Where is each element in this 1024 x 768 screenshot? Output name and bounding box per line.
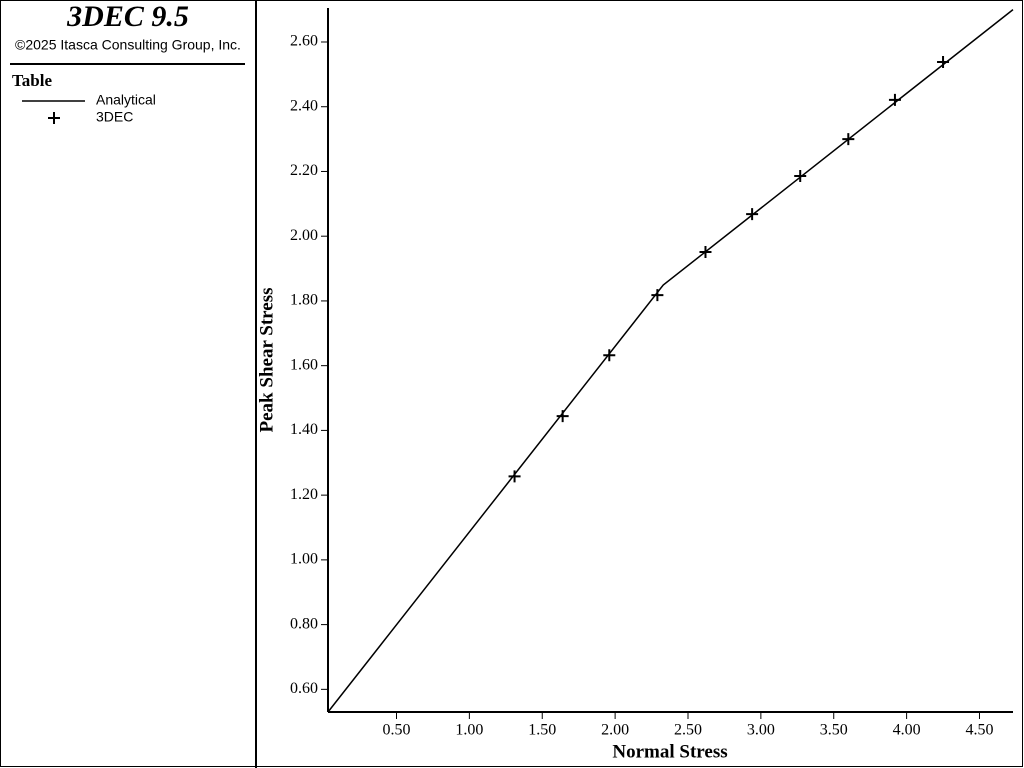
y-tick-label: 0.60 (290, 680, 318, 697)
x-tick-label: 3.00 (747, 722, 775, 739)
line-series (327, 9, 1014, 713)
app-title: 3DEC 9.5 (66, 0, 189, 33)
y-tick-label: 1.80 (290, 292, 318, 309)
marker (651, 289, 664, 302)
y-tick-label: 2.00 (290, 227, 318, 244)
legend-label: 3DEC (96, 109, 133, 125)
x-tick-label: 3.50 (820, 722, 848, 739)
marker (842, 133, 855, 146)
y-tick-label: 1.20 (290, 486, 318, 503)
marker (508, 470, 521, 483)
legend-title: Table (12, 71, 52, 90)
y-tick-label: 1.60 (290, 356, 318, 373)
y-tick-label: 1.40 (290, 421, 318, 438)
marker (603, 349, 616, 362)
y-tick-label: 2.60 (290, 33, 318, 50)
y-axis-label: Peak Shear Stress (256, 288, 277, 433)
marker (556, 410, 569, 423)
marker (699, 246, 712, 259)
y-tick-label: 2.40 (290, 97, 318, 114)
x-tick-label: 1.00 (455, 722, 483, 739)
marker (794, 169, 807, 182)
x-tick-label: 4.00 (893, 722, 921, 739)
y-tick-label: 2.20 (290, 162, 318, 179)
copyright: ©2025 Itasca Consulting Group, Inc. (15, 37, 241, 53)
y-tick-label: 0.80 (290, 615, 318, 632)
x-axis-label: Normal Stress (612, 741, 727, 762)
marker (746, 208, 759, 221)
x-tick-label: 2.50 (674, 722, 702, 739)
legend-swatch (48, 112, 60, 124)
legend-label: Analytical (96, 92, 156, 108)
x-tick-label: 2.00 (601, 722, 629, 739)
x-tick-label: 4.50 (965, 722, 993, 739)
x-tick-label: 1.50 (528, 722, 556, 739)
x-tick-label: 0.50 (383, 722, 411, 739)
marker (937, 56, 950, 69)
y-tick-label: 1.00 (290, 551, 318, 568)
marker (888, 93, 901, 106)
